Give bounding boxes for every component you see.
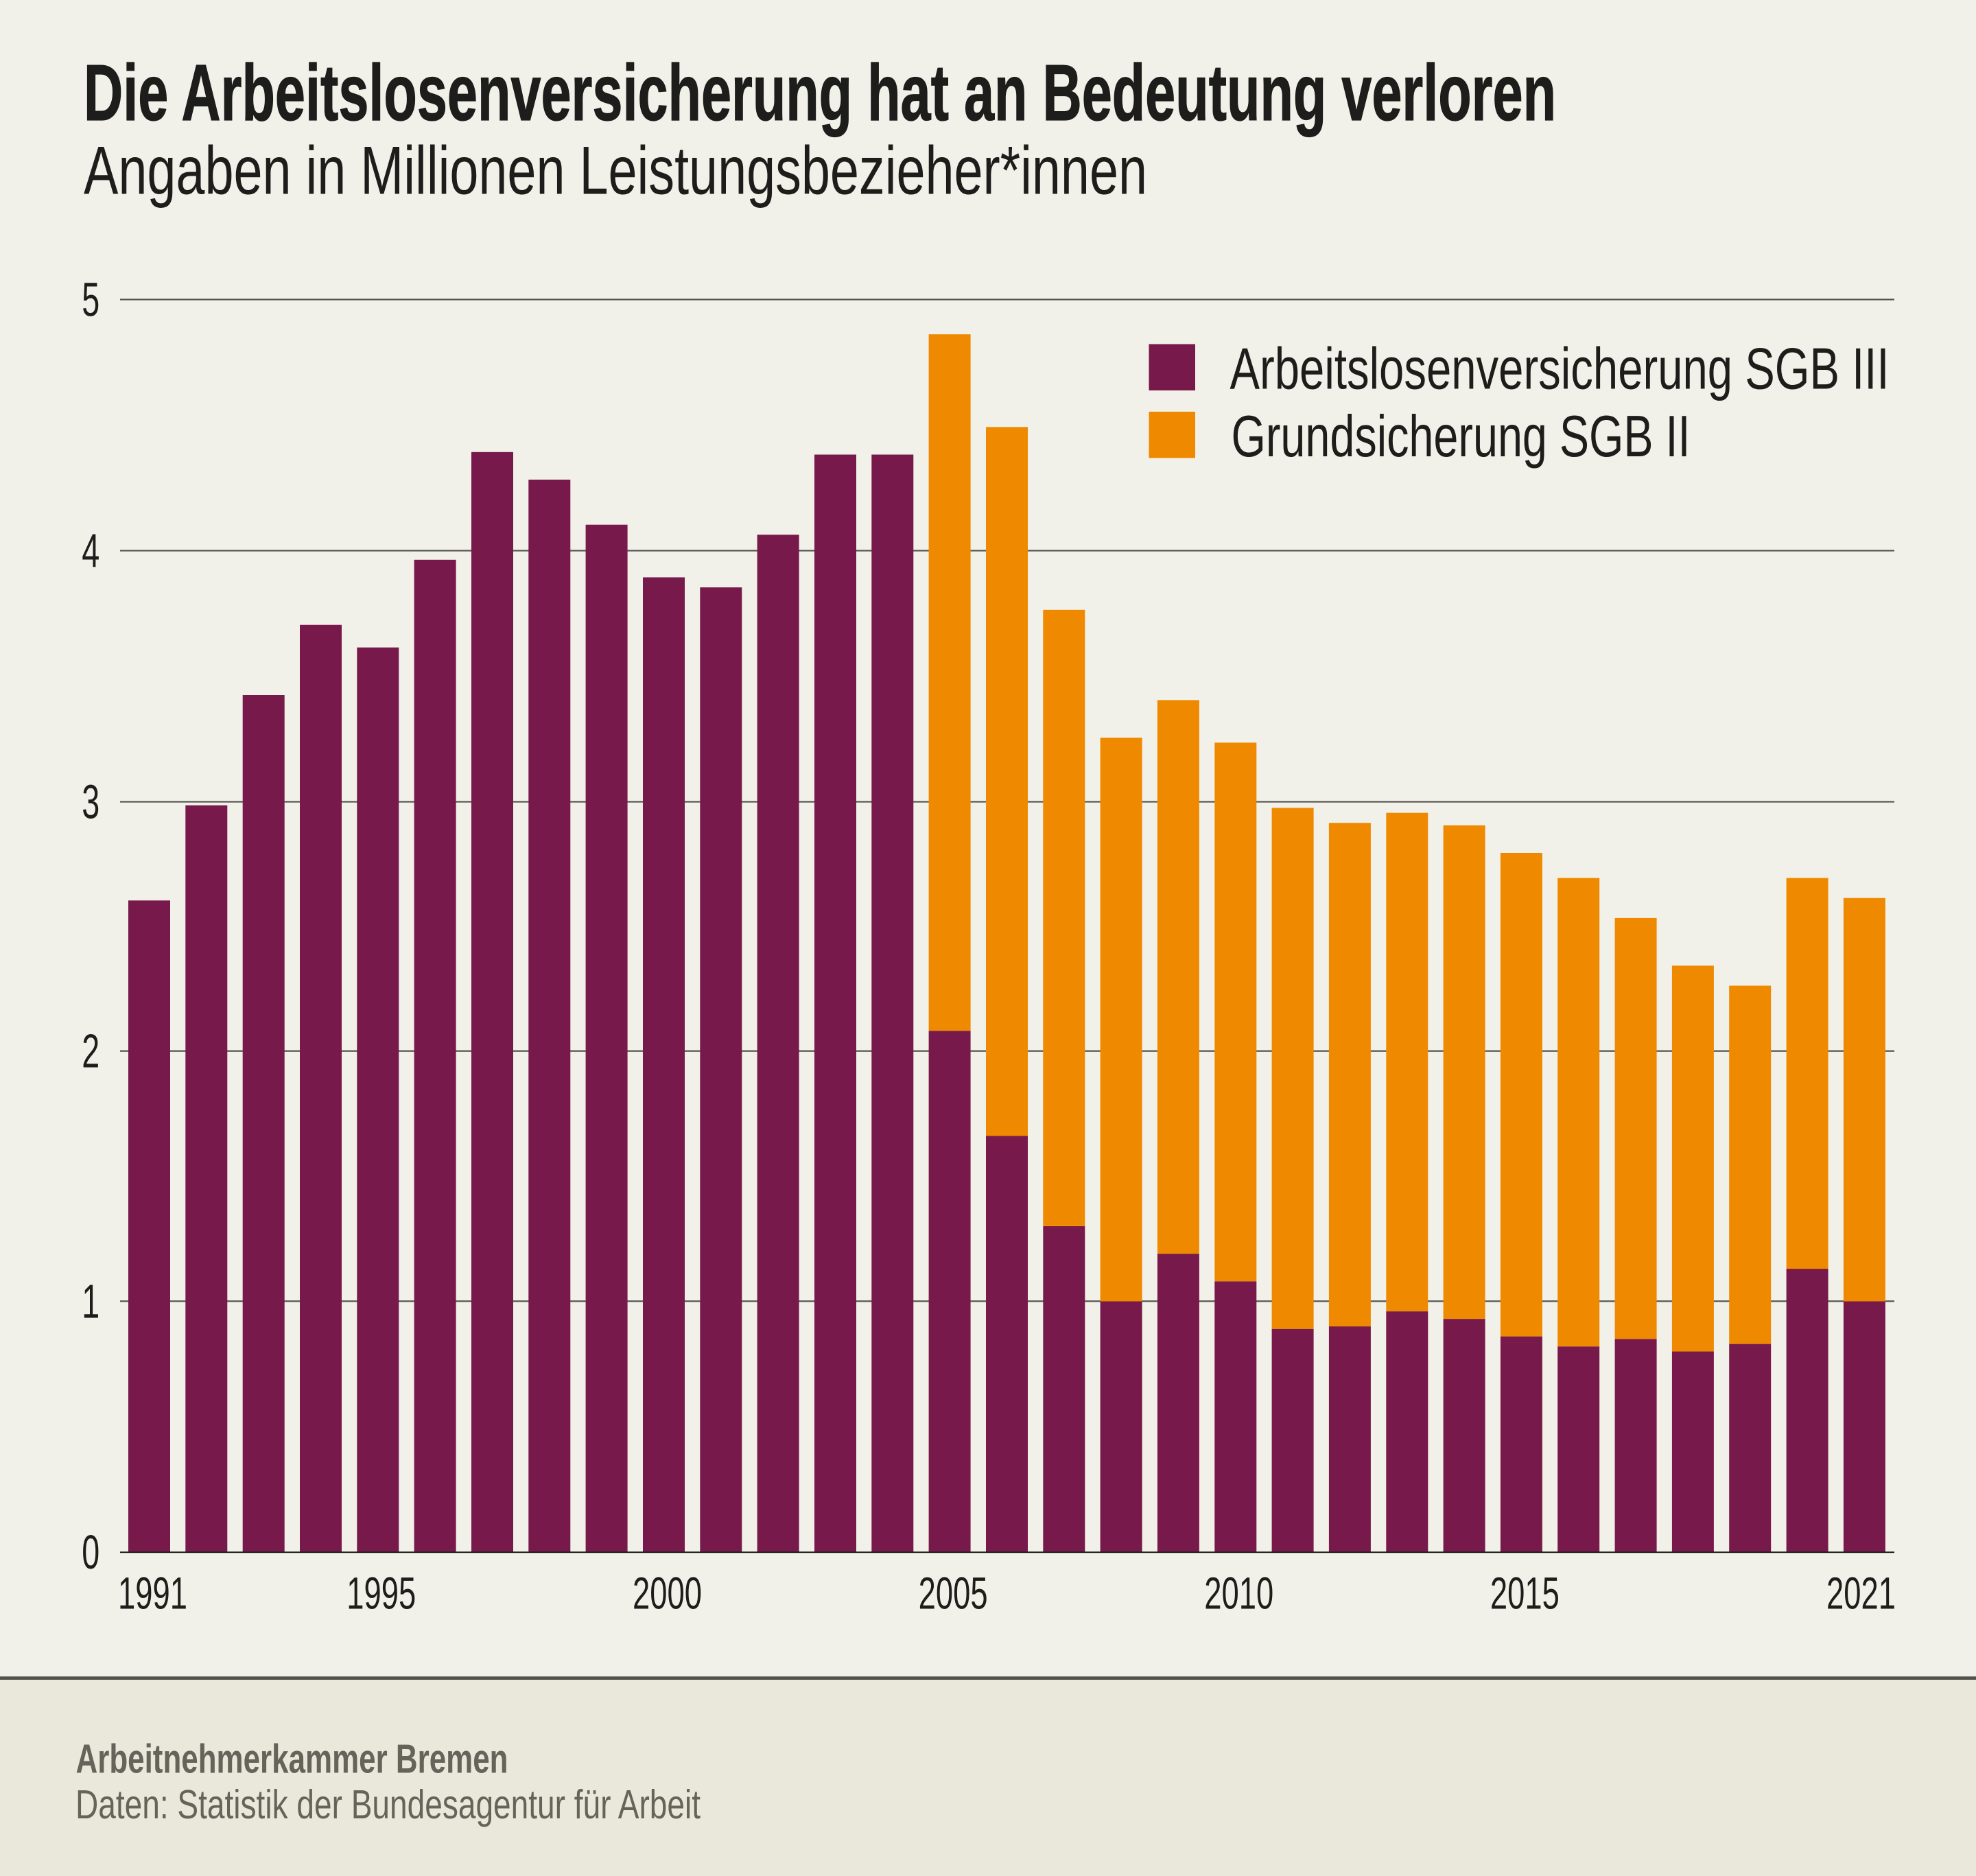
svg-text:5: 5 — [82, 273, 99, 327]
svg-text:0: 0 — [82, 1525, 99, 1579]
svg-text:Arbeitslosenversicherung SGB I: Arbeitslosenversicherung SGB III — [1230, 336, 1890, 402]
svg-text:4: 4 — [82, 524, 99, 578]
svg-text:3: 3 — [82, 775, 99, 829]
svg-text:2000: 2000 — [633, 1568, 702, 1619]
svg-text:Angaben in Millionen Leistungs: Angaben in Millionen Leistungsbezieher*i… — [84, 133, 1147, 209]
svg-text:2010: 2010 — [1204, 1568, 1273, 1619]
svg-text:2015: 2015 — [1490, 1568, 1560, 1619]
svg-text:Arbeitnehmerkammer Bremen: Arbeitnehmerkammer Bremen — [76, 1736, 508, 1782]
svg-text:Die Arbeitslosenversicherung h: Die Arbeitslosenversicherung hat an Bede… — [84, 48, 1556, 137]
svg-text:2005: 2005 — [919, 1568, 988, 1619]
svg-text:1995: 1995 — [346, 1568, 416, 1619]
svg-text:2: 2 — [82, 1024, 99, 1078]
svg-text:1: 1 — [82, 1274, 99, 1328]
svg-text:2021: 2021 — [1826, 1568, 1896, 1619]
svg-text:1991: 1991 — [118, 1568, 187, 1619]
svg-text:Grundsicherung SGB II: Grundsicherung SGB II — [1232, 403, 1691, 469]
svg-text:Daten: Statistik der Bundesage: Daten: Statistik der Bundesagentur für A… — [75, 1781, 701, 1827]
